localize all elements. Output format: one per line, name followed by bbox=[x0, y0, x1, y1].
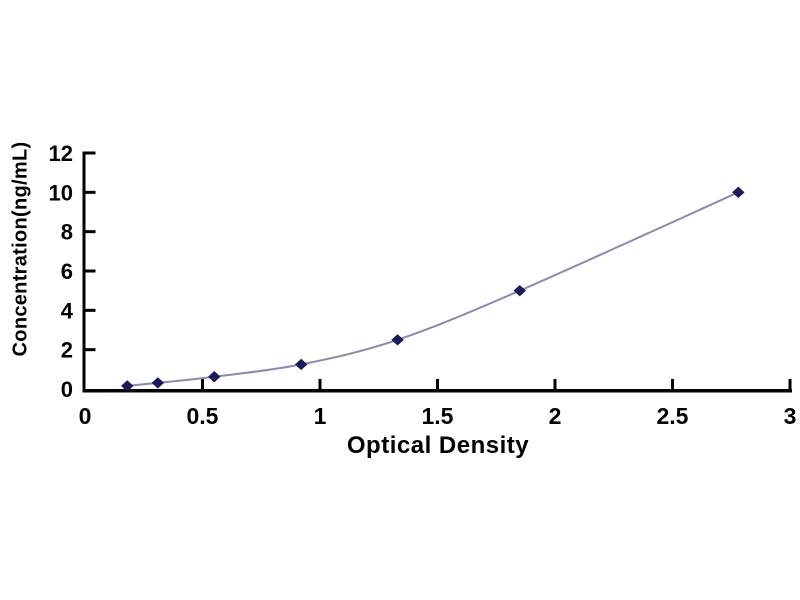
y-tick-label: 12 bbox=[49, 141, 73, 166]
data-point-marker bbox=[151, 377, 165, 389]
y-tick-label: 10 bbox=[49, 180, 73, 205]
x-axis-title: Optical Density bbox=[346, 432, 530, 459]
data-point-marker bbox=[121, 380, 134, 392]
series-line bbox=[127, 191, 739, 387]
data-point-marker bbox=[294, 358, 308, 371]
x-tick-label: 0 bbox=[79, 403, 92, 429]
x-tick-label: 2.5 bbox=[657, 403, 689, 429]
x-tick-label: 2 bbox=[549, 403, 562, 429]
y-tick-label: 4 bbox=[61, 298, 74, 323]
y-tick-label: 8 bbox=[61, 220, 73, 245]
data-point-marker bbox=[513, 284, 526, 297]
x-tick-label: 3 bbox=[784, 403, 797, 429]
data-point-marker bbox=[391, 334, 404, 346]
x-tick-label: 1.5 bbox=[422, 403, 454, 429]
y-tick-label: 2 bbox=[61, 338, 73, 363]
data-point-marker bbox=[208, 371, 221, 383]
x-tick-label: 0.5 bbox=[187, 403, 219, 429]
x-tick-label: 1 bbox=[314, 403, 327, 429]
y-tick-label: 0 bbox=[61, 377, 73, 402]
y-tick-label: 6 bbox=[61, 259, 73, 284]
data-point-marker bbox=[732, 186, 745, 199]
y-axis-title: Concentration(ng/mL) bbox=[9, 141, 32, 357]
